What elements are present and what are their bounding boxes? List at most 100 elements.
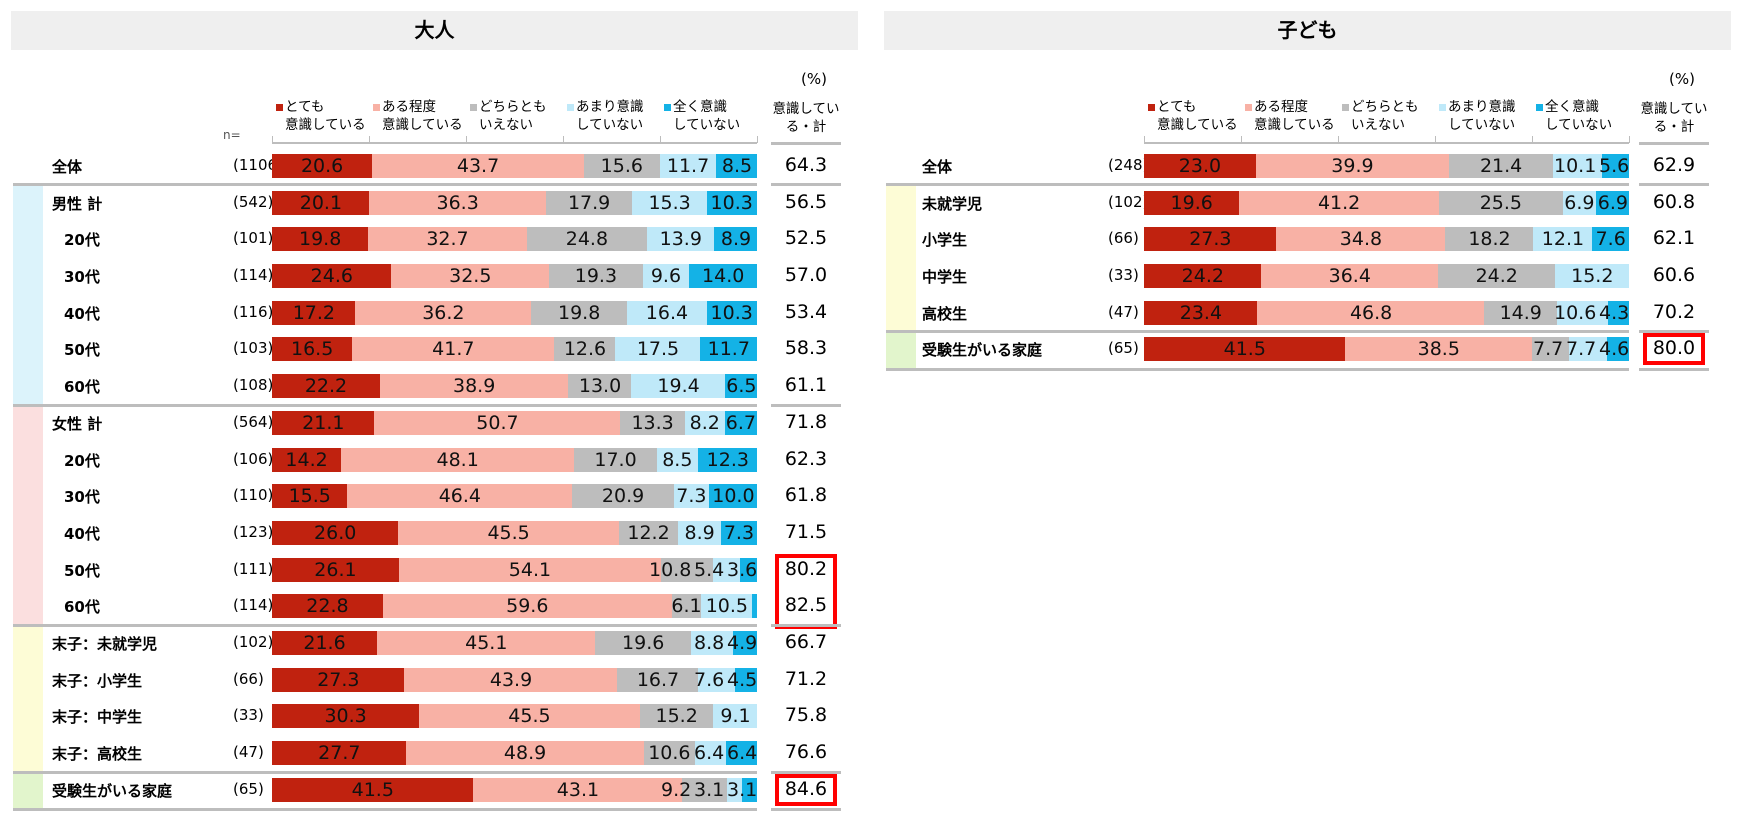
data-label: 9.2 xyxy=(661,778,692,801)
bar-segment-some xyxy=(1276,227,1446,252)
table-row: 女性 計 (564) 21.1 50.7 13.3 8.2 6.7 71.8 xyxy=(11,404,858,442)
data-label: 10.1 xyxy=(1554,154,1597,177)
row-label: 受験生がいる家庭 xyxy=(52,781,173,800)
data-label: 15.5 xyxy=(288,485,331,508)
bottom-rule-total xyxy=(1639,367,1709,371)
data-label: 17.5 xyxy=(636,338,680,361)
legend-label: どちらとも いえない xyxy=(1351,99,1419,133)
total-header-rule xyxy=(771,142,841,145)
bar-segment-very xyxy=(272,594,383,619)
bar-segment-very xyxy=(272,190,370,215)
row-label: 未就学児 xyxy=(922,194,983,213)
data-label: 7.6 xyxy=(694,668,725,691)
bar-segment-neither xyxy=(554,337,616,362)
data-label: 48.9 xyxy=(503,742,547,765)
table-row: 40代 (123) 26.0 45.5 12.2 8.9 7.3 71.5 xyxy=(11,514,858,552)
row-n: (101) xyxy=(233,229,274,248)
row-n: (106) xyxy=(233,449,274,468)
total-value: 61.8 xyxy=(784,484,828,507)
bar-segment-none xyxy=(708,484,758,509)
data-label: 17.2 xyxy=(292,301,336,324)
bar-segment-none xyxy=(735,667,757,692)
data-label: 45.5 xyxy=(487,521,530,544)
group-divider-total xyxy=(1639,183,1709,187)
data-label: 15.6 xyxy=(600,154,643,177)
bar-segment-none xyxy=(733,631,757,656)
total-value: 71.8 xyxy=(784,410,828,433)
axis-tick xyxy=(1338,136,1339,143)
bar-segment-notmuch xyxy=(627,300,707,325)
bottom-rule xyxy=(886,367,1629,371)
stacked-bar: 41.5 38.5 7.7 7.7 4.6 xyxy=(1144,337,1629,362)
stacked-bar: 15.5 46.4 20.9 7.3 10.0 xyxy=(272,484,758,509)
row-label: 末子：中学生 xyxy=(52,708,143,727)
legend-axis xyxy=(272,142,757,144)
bar-segment-neither xyxy=(671,594,702,619)
stacked-bar: 23.4 46.8 14.9 10.6 4.3 xyxy=(1144,300,1629,325)
total-value: 84.6 xyxy=(784,777,828,800)
group-stripe-youngest xyxy=(13,698,43,735)
row-label: 末子：高校生 xyxy=(52,745,143,764)
bar-segment-very xyxy=(272,704,419,729)
group-divider xyxy=(13,623,757,627)
data-label: 38.5 xyxy=(1417,338,1460,361)
bar-segment-very xyxy=(272,410,375,435)
group-stripe-female xyxy=(13,514,43,552)
table-row: 末子：高校生 (47) 27.7 48.9 10.6 6.4 6.4 76.6 xyxy=(11,734,858,772)
row-label: 中学生 xyxy=(922,268,968,287)
group-stripe-female xyxy=(13,441,43,478)
legend-swatch xyxy=(470,103,477,111)
total-value: 62.1 xyxy=(1652,227,1696,250)
group-stripe-exam xyxy=(13,771,43,809)
data-label: 24.2 xyxy=(1181,265,1224,288)
data-label: 4.9 xyxy=(727,632,758,655)
group-stripe-female xyxy=(13,588,43,625)
data-label: 7.6 xyxy=(1595,228,1626,251)
bar-segment-very xyxy=(272,374,380,399)
stacked-bar: 22.2 38.9 13.0 19.4 6.5 xyxy=(272,374,757,399)
row-n: (248) xyxy=(1108,155,1149,174)
bar-segment-none xyxy=(1596,190,1630,215)
row-label: 60代 xyxy=(64,378,100,397)
legend-label: どちらとも いえない xyxy=(479,99,547,133)
bar-segment-neither xyxy=(643,741,695,766)
data-label: 3.1 xyxy=(694,778,725,801)
axis-tick xyxy=(1629,136,1630,143)
total-value: 70.2 xyxy=(1652,300,1696,323)
bar-segment-notmuch xyxy=(1569,337,1607,362)
bar-segment-some xyxy=(368,227,527,252)
axis-tick xyxy=(1435,136,1436,143)
total-value: 64.3 xyxy=(784,153,828,176)
stacked-bar: 27.3 34.8 18.2 12.1 7.6 xyxy=(1144,227,1629,252)
data-label: 19.8 xyxy=(299,228,342,251)
data-label: 14.9 xyxy=(1499,301,1542,324)
bar-segment-very xyxy=(272,337,353,362)
group-stripe-exam xyxy=(886,331,916,368)
bar-segment-neither xyxy=(620,410,685,435)
data-label: 41.5 xyxy=(1223,338,1266,361)
table-row: 中学生 (33) 24.2 36.4 24.2 15.2 60.6 xyxy=(884,257,1731,295)
bar-segment-neither xyxy=(682,777,727,802)
row-n: (542) xyxy=(233,192,274,211)
n-label: n= xyxy=(223,128,241,142)
data-label: 11.7 xyxy=(707,338,750,361)
data-label: 10.8 xyxy=(649,558,692,581)
bar-segment-some xyxy=(391,264,549,289)
total-value: 52.5 xyxy=(784,227,828,250)
table-row: 末子：小学生 (66) 27.3 43.9 16.7 7.6 4.5 71.2 xyxy=(11,661,858,699)
data-label: 21.1 xyxy=(302,411,345,434)
data-label: 25.5 xyxy=(1479,191,1523,214)
bar-segment-none xyxy=(1606,337,1629,362)
data-label: 19.4 xyxy=(657,375,700,398)
legend-swatch xyxy=(1439,103,1446,111)
data-label: 43.1 xyxy=(556,778,600,801)
bar-segment-some xyxy=(1257,300,1485,325)
bar-segment-some xyxy=(382,594,672,619)
legend-swatch xyxy=(1536,103,1543,111)
legend-item-notmuch: あまり意識 していない xyxy=(567,98,644,134)
bar-segment-some xyxy=(374,410,621,435)
bar-segment-none xyxy=(721,520,757,545)
bar-segment-some xyxy=(398,557,661,582)
group-stripe-male xyxy=(13,331,43,368)
total-value: 76.6 xyxy=(784,741,828,764)
